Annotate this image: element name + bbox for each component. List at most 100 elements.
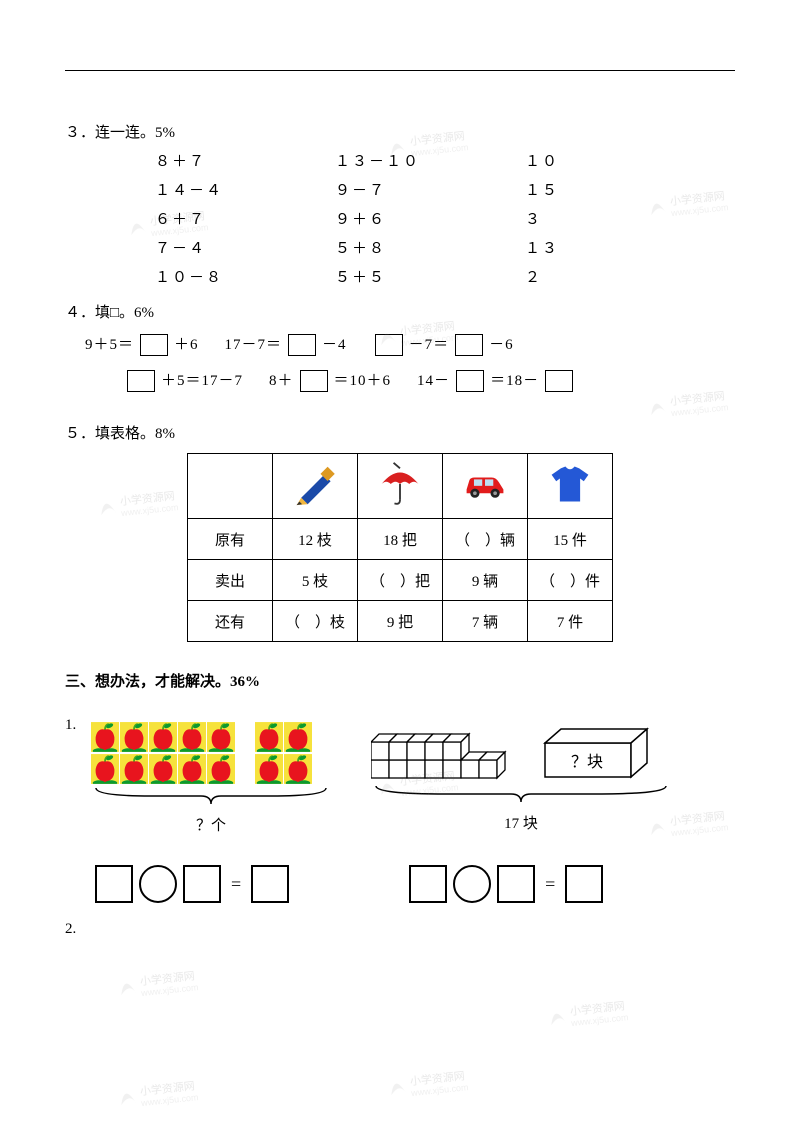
blank-box[interactable] bbox=[140, 334, 168, 356]
umbrella-icon-cell bbox=[358, 454, 443, 519]
watermark: 小学资源网www.xj5u.com bbox=[538, 984, 662, 1036]
p1-left-label: ？个 bbox=[91, 814, 331, 835]
equals-sign: = bbox=[231, 874, 241, 895]
table-cell: 9 把 bbox=[358, 601, 443, 642]
svg-text:www.xj5u.com: www.xj5u.com bbox=[670, 402, 729, 418]
apple-big-group bbox=[91, 722, 235, 784]
blank-box[interactable] bbox=[455, 334, 483, 356]
q3-cell: １５ bbox=[525, 179, 655, 200]
p1-number: 1. bbox=[65, 717, 76, 733]
p1-right-label: 17 块 bbox=[371, 812, 671, 833]
answer-box[interactable] bbox=[251, 865, 289, 903]
operator-circle[interactable] bbox=[139, 865, 177, 903]
eq-text: ＝18－ bbox=[490, 366, 539, 396]
equation-shapes-right: = bbox=[409, 865, 603, 903]
row-label: 还有 bbox=[188, 601, 273, 642]
eq-text: ＝10＋6 bbox=[334, 366, 392, 396]
svg-text:www.xj5u.com: www.xj5u.com bbox=[410, 1082, 469, 1098]
svg-text:www.xj5u.com: www.xj5u.com bbox=[120, 502, 179, 518]
table-cell: 18 把 bbox=[358, 519, 443, 560]
answer-box[interactable] bbox=[95, 865, 133, 903]
table-cell bbox=[188, 454, 273, 519]
q3-cell: ５＋５ bbox=[335, 266, 525, 287]
watermark: 小学资源网www.xj5u.com bbox=[108, 954, 232, 1006]
watermark: 小学资源网www.xj5u.com bbox=[378, 1054, 502, 1106]
answer-box[interactable] bbox=[497, 865, 535, 903]
svg-text:小学资源网: 小学资源网 bbox=[139, 1078, 195, 1098]
q3-cell: １０ bbox=[525, 150, 655, 171]
equals-sign: = bbox=[545, 874, 555, 895]
row-label: 卖出 bbox=[188, 560, 273, 601]
q3-cell: ６＋７ bbox=[155, 208, 335, 229]
answer-box[interactable] bbox=[183, 865, 221, 903]
apple-small-group bbox=[255, 722, 312, 784]
eq-text: －7＝ bbox=[409, 330, 450, 360]
q3-title: ３．连一连。5% bbox=[65, 121, 735, 142]
operator-circle[interactable] bbox=[453, 865, 491, 903]
answer-box[interactable] bbox=[409, 865, 447, 903]
eq-text: ＋5＝17－7 bbox=[161, 366, 243, 396]
eq-text: －6 bbox=[489, 330, 514, 360]
q3-cell: ８＋７ bbox=[155, 150, 335, 171]
blank-box[interactable] bbox=[456, 370, 484, 392]
blank-box[interactable] bbox=[375, 334, 403, 356]
table-cell: （ ）枝 bbox=[273, 601, 358, 642]
car-icon bbox=[462, 461, 508, 507]
table-cell: 7 辆 bbox=[443, 601, 528, 642]
apples-side: ？个 bbox=[91, 722, 331, 835]
umbrella-icon bbox=[377, 461, 423, 507]
q4-title: ４．填□。6% bbox=[65, 301, 735, 322]
eq-text: 14－ bbox=[417, 366, 450, 396]
q5-table: 原有 12 枝 18 把 （ ）辆 15 件 卖出 5 枝 （ ）把 9 辆 （… bbox=[187, 453, 613, 642]
answer-box[interactable] bbox=[565, 865, 603, 903]
table-cell: （ ）把 bbox=[358, 560, 443, 601]
table-cell: （ ）辆 bbox=[443, 519, 528, 560]
equation-shapes-left: = bbox=[95, 865, 289, 903]
svg-text:小学资源网: 小学资源网 bbox=[409, 1068, 465, 1088]
q3-cell: １４－４ bbox=[155, 179, 335, 200]
eq-text: 17－7＝ bbox=[225, 330, 283, 360]
svg-text:小学资源网: 小学资源网 bbox=[119, 488, 175, 508]
cubes-icon bbox=[371, 722, 511, 782]
pencil-icon bbox=[292, 461, 338, 507]
q3-cell: ３ bbox=[525, 208, 655, 229]
q3-cell: ７－４ bbox=[155, 237, 335, 258]
svg-text:小学资源网: 小学资源网 bbox=[569, 998, 625, 1018]
q3-cell: １３ bbox=[525, 237, 655, 258]
box-label: ？块 bbox=[571, 753, 603, 771]
blank-box[interactable] bbox=[545, 370, 573, 392]
svg-text:www.xj5u.com: www.xj5u.com bbox=[140, 982, 199, 998]
q3-grid: ８＋７ １３－１０ １０ １４－４ ９－７ １５ ６＋７ ９＋６ ３ ７－４ ５… bbox=[155, 150, 735, 287]
svg-text:www.xj5u.com: www.xj5u.com bbox=[140, 1092, 199, 1108]
svg-text:小学资源网: 小学资源网 bbox=[139, 968, 195, 988]
q3-cell: ９＋６ bbox=[335, 208, 525, 229]
box-icon: ？块 bbox=[541, 727, 651, 782]
p2-number: 2. bbox=[65, 921, 735, 938]
top-rule bbox=[65, 70, 735, 71]
blank-box[interactable] bbox=[127, 370, 155, 392]
brace-icon bbox=[371, 782, 671, 806]
pencil-icon-cell bbox=[273, 454, 358, 519]
table-cell: 15 件 bbox=[528, 519, 613, 560]
shirt-icon-cell bbox=[528, 454, 613, 519]
q3-cell: ５＋８ bbox=[335, 237, 525, 258]
blank-box[interactable] bbox=[300, 370, 328, 392]
eq-text: ＋6 bbox=[174, 330, 199, 360]
shirt-icon bbox=[547, 461, 593, 507]
table-cell: 5 枝 bbox=[273, 560, 358, 601]
problem-1: 1. bbox=[65, 717, 735, 903]
row-label: 原有 bbox=[188, 519, 273, 560]
brace-icon bbox=[91, 784, 331, 808]
blank-box[interactable] bbox=[288, 334, 316, 356]
q3-cell: １０－８ bbox=[155, 266, 335, 287]
q3-cell: ２ bbox=[525, 266, 655, 287]
eq-text: 8＋ bbox=[269, 366, 294, 396]
watermark: 小学资源网www.xj5u.com bbox=[108, 1064, 232, 1116]
cubes-side: ？块 17 块 bbox=[371, 722, 671, 833]
car-icon-cell bbox=[443, 454, 528, 519]
table-cell: 9 辆 bbox=[443, 560, 528, 601]
q3-cell: ９－７ bbox=[335, 179, 525, 200]
table-cell: 7 件 bbox=[528, 601, 613, 642]
eq-text: 9＋5＝ bbox=[85, 330, 134, 360]
table-cell: （ ）件 bbox=[528, 560, 613, 601]
